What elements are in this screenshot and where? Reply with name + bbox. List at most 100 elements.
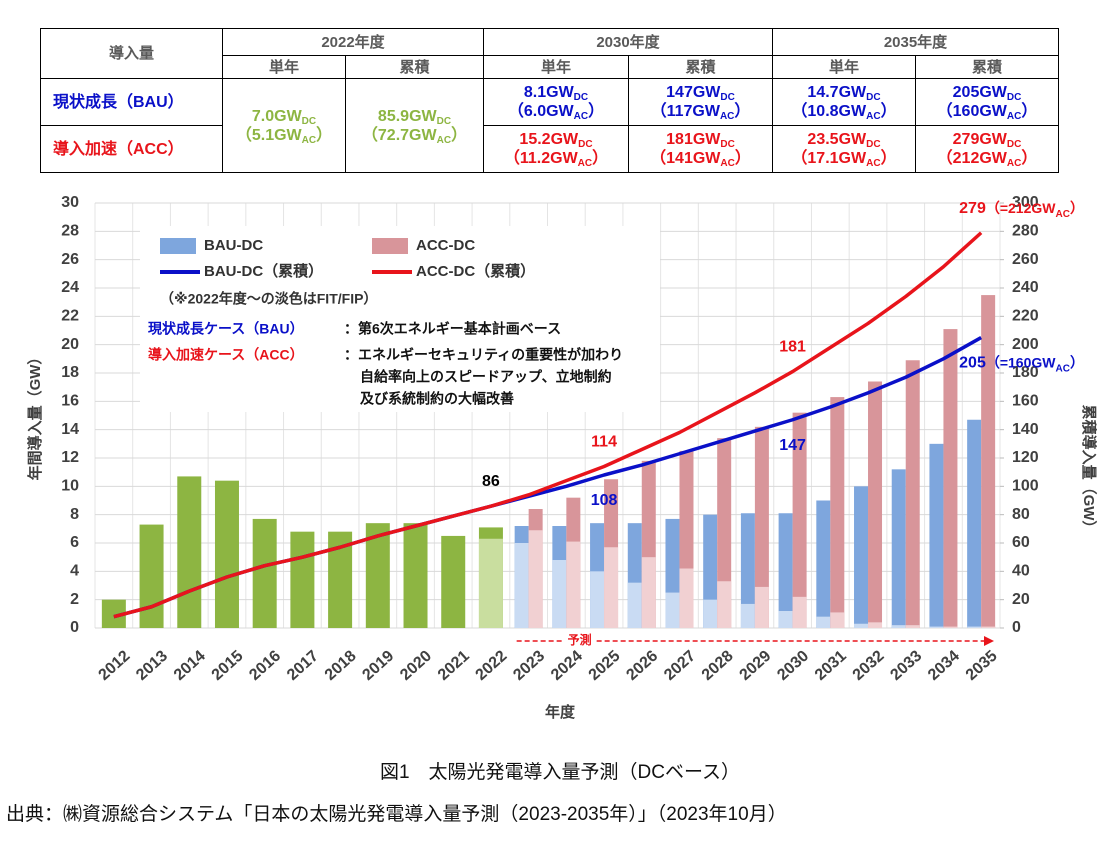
cell-text: 85.9GW	[377, 107, 437, 125]
bar-fit-portion	[478, 538, 503, 628]
y-tick-label: 0	[70, 619, 79, 636]
y-tick-label: 6	[70, 534, 79, 551]
cell-line: （6.0GWAC）	[484, 102, 628, 122]
cell-sub: DC	[720, 139, 735, 150]
header-row: 導入量 2022年度 2030年度 2035年度	[40, 28, 1059, 79]
value-label-note: ）	[1070, 354, 1084, 370]
cell-text: ）	[451, 126, 468, 144]
cell-text: ）	[316, 126, 333, 144]
legend-swatch	[160, 238, 196, 254]
x-tick-label: 2021	[435, 647, 473, 684]
bar-fit-portion	[703, 599, 718, 628]
bar	[891, 469, 906, 628]
group-header: 2035年度	[772, 28, 1059, 56]
bar	[905, 360, 920, 628]
cell-sub: DC	[1006, 92, 1022, 103]
cell-line: （10.8GWAC）	[773, 102, 915, 122]
bar	[252, 518, 277, 628]
x-tick-label: 2019	[359, 647, 397, 684]
x-tick-label: 2035	[963, 647, 1001, 684]
bar	[177, 476, 202, 628]
bar-fit-portion	[641, 557, 656, 628]
value-label: 205（=160GWAC）	[959, 354, 1084, 374]
x-tick-label: 2015	[209, 647, 247, 684]
value-label-number: 86	[482, 473, 500, 490]
bar-fit-portion	[816, 616, 831, 628]
cell-text: ）	[588, 103, 605, 120]
x-tick-label: 2025	[586, 647, 624, 684]
bar-fit-portion	[778, 611, 793, 628]
data-cell: 23.5GWDC （17.1GWAC）	[772, 125, 916, 173]
bar	[816, 500, 831, 628]
y-tick-label: 8	[70, 506, 79, 523]
bar-fit-portion	[891, 625, 906, 628]
x-tick-label: 2017	[284, 647, 322, 684]
y2-tick-label: 160	[1012, 393, 1039, 410]
subheader: 単年	[483, 55, 629, 79]
cell-text: （141GW	[650, 150, 721, 167]
bar-fit-portion	[868, 622, 883, 628]
y-tick-label: 16	[61, 393, 79, 410]
value-label-number: 279	[959, 200, 986, 217]
x-tick-label: 2014	[171, 647, 209, 684]
bar-fit-portion	[792, 596, 807, 628]
value-label-sub: AC	[1055, 364, 1069, 375]
bar	[290, 531, 315, 628]
cell-line: （141GWAC）	[629, 149, 772, 169]
y2-tick-label: 20	[1012, 591, 1030, 608]
forecast-arrowhead	[984, 636, 994, 646]
cell-sub: AC	[866, 158, 881, 169]
y-tick-label: 2	[70, 591, 79, 608]
y2-tick-label: 260	[1012, 251, 1039, 268]
line	[113, 231, 983, 619]
y2-tick-label: 220	[1012, 308, 1039, 325]
cell-text: 181GW	[666, 131, 721, 148]
case-description: 自給率向上のスピードアップ、立地制約	[360, 369, 612, 385]
source: 出典：㈱資源総合システム「日本の太陽光発電導入量予測（2023-2035年）」（…	[6, 803, 787, 825]
x-axis-title: 年度	[545, 703, 576, 721]
bar-fit-portion	[754, 586, 769, 628]
value-label: 114	[591, 434, 617, 451]
case-name: 導入加速ケース（ACC）	[148, 347, 304, 363]
value-label-number: 147	[779, 437, 806, 454]
cell-text: ）	[880, 103, 897, 120]
corner-header: 導入量	[40, 28, 223, 79]
cell-line: 181GWDC	[629, 130, 772, 150]
x-tick-label: 2030	[774, 647, 812, 684]
cell-line: 14.7GWDC	[773, 83, 915, 103]
cell-text: ）	[592, 150, 609, 167]
y2-tick-label: 240	[1012, 279, 1039, 296]
cell-sub: DC	[1006, 139, 1022, 150]
cell-line: （11.2GWAC）	[484, 149, 628, 169]
bar	[943, 329, 958, 628]
bar-fit-portion	[740, 603, 755, 628]
value-label: 181	[779, 339, 806, 356]
cell-text: ）	[880, 150, 897, 167]
cell-sub: AC	[573, 111, 589, 122]
cell-text: （117GW	[650, 103, 720, 120]
bar-fit-portion	[929, 626, 944, 628]
y2-tick-label: 280	[1012, 223, 1039, 240]
cell-text: ）	[1021, 150, 1038, 167]
bar-fit-portion	[552, 560, 567, 628]
bar-fit-portion	[717, 581, 732, 628]
cell-line: （72.7GWAC）	[346, 126, 483, 146]
y2-tick-label: 200	[1012, 336, 1039, 353]
value-label-note: （=212GW	[986, 199, 1056, 215]
cell-line: 15.2GWDC	[484, 130, 628, 150]
y-tick-label: 4	[70, 563, 79, 580]
cell-sub: AC	[301, 134, 317, 146]
cell-line: （17.1GWAC）	[773, 149, 915, 169]
data-cell: 147GWDC （117GWAC）	[628, 78, 773, 126]
cell-text: （10.8GW	[791, 103, 867, 120]
y2-tick-label: 0	[1012, 619, 1021, 636]
case-description: 及び系統制約の大幅改善	[360, 391, 514, 407]
y-tick-label: 12	[61, 449, 79, 466]
legend-label: ACC-DC（累積）	[416, 262, 535, 280]
shared-cell: 7.0GWDC （5.1GWAC）	[222, 78, 346, 173]
value-label-note: （=160GW	[986, 354, 1056, 370]
y-tick-label: 10	[61, 478, 79, 495]
x-tick-label: 2027	[661, 647, 699, 684]
legend-swatch	[372, 238, 408, 254]
y-tick-label: 22	[61, 308, 79, 325]
